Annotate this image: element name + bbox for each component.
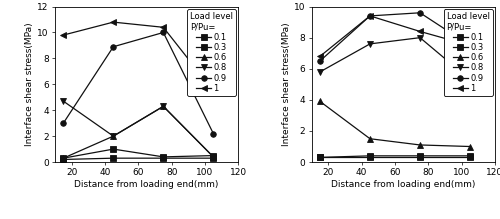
Legend: 0.1, 0.3, 0.6, 0.8, 0.9, 1: 0.1, 0.3, 0.6, 0.8, 0.9, 1 xyxy=(187,9,236,96)
Legend: 0.1, 0.3, 0.6, 0.8, 0.9, 1: 0.1, 0.3, 0.6, 0.8, 0.9, 1 xyxy=(444,9,492,96)
Y-axis label: Interface shear stress(MPa): Interface shear stress(MPa) xyxy=(26,23,35,146)
X-axis label: Distance from loading end(mm): Distance from loading end(mm) xyxy=(331,180,476,189)
X-axis label: Distance from loading end(mm): Distance from loading end(mm) xyxy=(74,180,219,189)
Y-axis label: Interface shear stress(MPa): Interface shear stress(MPa) xyxy=(282,23,291,146)
